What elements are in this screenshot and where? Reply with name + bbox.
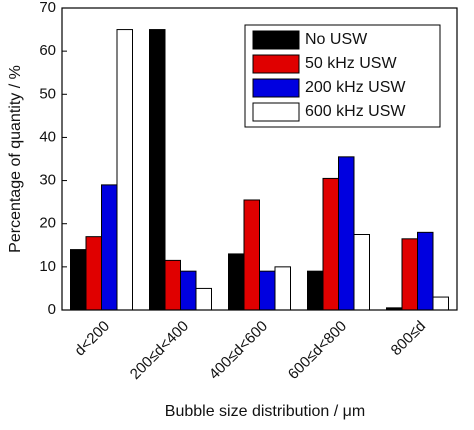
x-tick-label: 400≤d<600 — [206, 318, 271, 383]
x-tick-label: 800≤d — [388, 318, 429, 359]
bar — [274, 266, 291, 311]
bar — [338, 156, 355, 311]
bar — [417, 231, 434, 311]
bar — [101, 184, 118, 311]
bar — [307, 270, 324, 311]
bar — [149, 29, 166, 311]
bar — [228, 253, 245, 311]
bar — [164, 259, 181, 311]
plot-frame — [61, 7, 458, 311]
x-tick-label: 600≤d<800 — [285, 318, 350, 383]
y-tick-label: 50 — [39, 85, 56, 102]
y-tick-label: 30 — [39, 172, 56, 189]
y-tick-label: 0 — [48, 301, 56, 318]
bar — [401, 238, 418, 311]
bar — [195, 287, 212, 311]
bar — [322, 177, 339, 311]
y-tick-label: 60 — [39, 42, 56, 59]
legend-label: 200 kHz USW — [305, 79, 406, 96]
bar — [243, 199, 260, 311]
legend-swatch — [252, 30, 300, 50]
bar — [432, 296, 449, 311]
legend-label: No USW — [305, 31, 368, 48]
y-tick-label: 70 — [39, 0, 56, 16]
bar — [116, 29, 133, 311]
legend-label: 50 kHz USW — [305, 55, 397, 72]
bar — [353, 234, 370, 311]
legend-swatch — [252, 54, 300, 74]
bar — [85, 236, 102, 311]
legend-swatch — [252, 78, 300, 98]
y-tick-label: 20 — [39, 215, 56, 232]
x-tick-label: d<200 — [71, 318, 113, 360]
bar — [180, 270, 197, 311]
y-tick-label: 40 — [39, 128, 56, 145]
bar — [70, 249, 87, 311]
y-tick-label: 10 — [39, 258, 56, 275]
x-axis-label: Bubble size distribution / μm — [165, 403, 365, 420]
legend-swatch — [252, 102, 300, 122]
bar — [259, 270, 276, 311]
x-tick-label: 200≤d<400 — [127, 318, 192, 383]
legend-label: 600 kHz USW — [305, 103, 406, 120]
y-axis-label: Percentage of quantity / % — [7, 65, 24, 253]
